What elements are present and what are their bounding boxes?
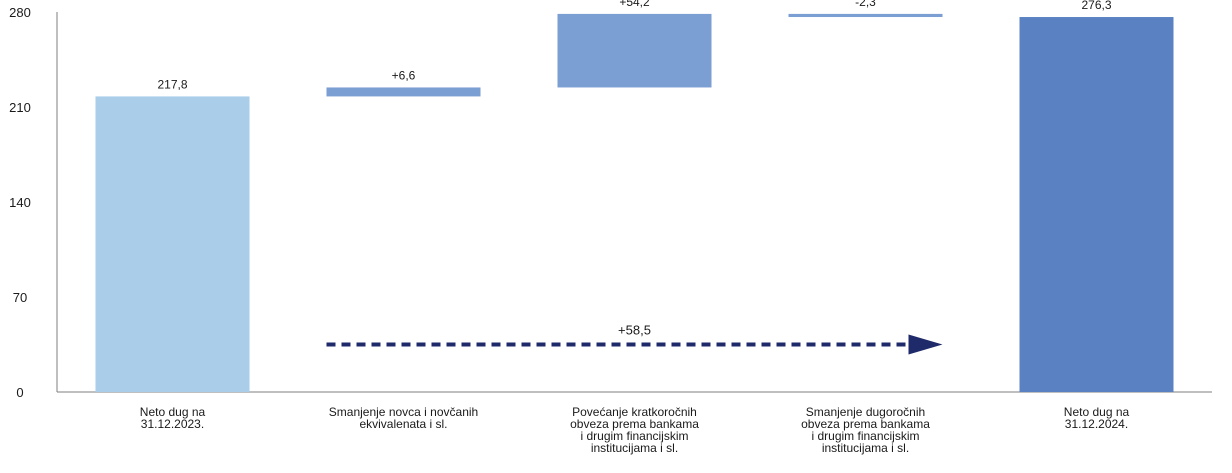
total-bar [1019, 17, 1174, 393]
chart-category-labels: Neto dug na 31.12.2023.Smanjenje novca i … [140, 405, 1130, 455]
y-tick-label: 140 [9, 195, 31, 210]
x-category-label-line: i drugim financijskim [811, 429, 919, 443]
chart-bars [95, 13, 1174, 393]
x-category-label-line: ekvivalenata i sl. [359, 417, 447, 431]
total-bar [95, 96, 250, 393]
x-category-label-line: obveza prema bankama [570, 417, 699, 431]
x-category-label-line: i drugim financijskim [580, 429, 688, 443]
chart-annotation: +58,5 [326, 323, 943, 355]
delta-bar [788, 13, 943, 18]
delta-bar [557, 13, 712, 88]
x-category-label-line: obveza prema bankama [801, 417, 930, 431]
y-tick-label: 280 [9, 5, 31, 20]
x-category-label-line: Povećanje kratkoročnih [572, 405, 697, 419]
chart-data-labels: 217,8 +6,6 +54,2 -2,3 276,3 [157, 0, 1111, 91]
y-tick-label: 0 [16, 385, 23, 400]
bar-value-label: +54,2 [619, 0, 650, 9]
arrow-value-label: +58,5 [618, 323, 651, 338]
y-tick-label: 70 [13, 290, 27, 305]
x-category-label-line: Smanjenje dugoročnih [806, 405, 925, 419]
y-tick-label: 210 [9, 100, 31, 115]
x-category-label-line: institucijama i sl. [822, 441, 909, 455]
delta-bar [326, 87, 481, 97]
bar-value-label: 276,3 [1081, 0, 1111, 12]
x-category-label-line: 31.12.2023. [141, 417, 204, 431]
x-category-label: Smanjenje novca i novčanih ekvivalenata i… [329, 405, 478, 431]
x-category-label-line: Neto dug na [140, 405, 206, 419]
x-category-label: Neto dug na 31.12.2023. [140, 405, 206, 431]
x-category-label-line: 31.12.2024. [1065, 417, 1128, 431]
bar-value-label: 217,8 [157, 77, 187, 91]
x-category-label-line: Smanjenje novca i novčanih [329, 405, 478, 419]
x-category-label-line: institucijama i sl. [591, 441, 678, 455]
bar-value-label: -2,3 [855, 0, 876, 9]
x-category-label: Neto dug na 31.12.2024. [1064, 405, 1130, 431]
bar-value-label: +6,6 [392, 68, 416, 82]
x-category-label: Povećanje kratkoročnih obveza prema banka… [570, 405, 699, 455]
x-category-label-line: Neto dug na [1064, 405, 1130, 419]
x-category-label: Smanjenje dugoročnih obveza prema bankama… [801, 405, 930, 455]
arrow-head [908, 334, 943, 355]
